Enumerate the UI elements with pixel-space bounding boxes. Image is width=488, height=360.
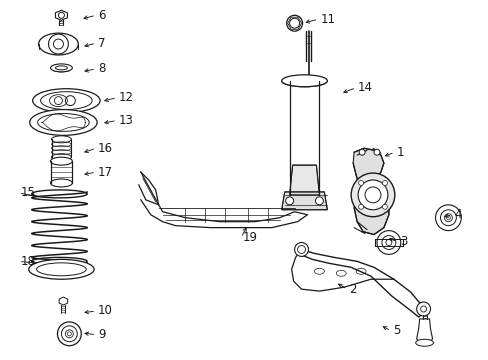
Polygon shape	[55, 10, 67, 20]
Circle shape	[373, 149, 379, 155]
Ellipse shape	[33, 89, 100, 113]
Text: 7: 7	[98, 37, 105, 50]
Text: 1: 1	[396, 146, 404, 159]
Circle shape	[286, 15, 302, 31]
Ellipse shape	[281, 75, 326, 87]
Polygon shape	[352, 148, 388, 235]
Ellipse shape	[29, 260, 94, 279]
Circle shape	[382, 204, 386, 209]
Text: 9: 9	[98, 328, 105, 341]
Circle shape	[382, 180, 386, 185]
Text: 17: 17	[98, 166, 113, 179]
Circle shape	[376, 231, 400, 255]
Ellipse shape	[51, 154, 71, 161]
Text: 8: 8	[98, 62, 105, 75]
Text: 12: 12	[119, 91, 134, 104]
Ellipse shape	[415, 339, 433, 346]
Ellipse shape	[50, 64, 72, 72]
Text: 2: 2	[348, 283, 356, 296]
Circle shape	[57, 322, 81, 346]
Ellipse shape	[50, 179, 72, 187]
Text: 10: 10	[98, 305, 113, 318]
Text: 15: 15	[20, 186, 36, 199]
Ellipse shape	[39, 33, 78, 55]
Text: 6: 6	[98, 9, 105, 22]
Text: 13: 13	[119, 114, 134, 127]
Text: 11: 11	[320, 13, 335, 26]
Circle shape	[435, 205, 460, 231]
Polygon shape	[281, 192, 326, 210]
Ellipse shape	[50, 157, 72, 165]
Text: 3: 3	[399, 235, 407, 248]
Circle shape	[285, 197, 293, 205]
Circle shape	[357, 180, 387, 210]
Circle shape	[358, 149, 365, 155]
Text: 19: 19	[243, 231, 258, 244]
Circle shape	[416, 302, 429, 316]
Polygon shape	[416, 319, 432, 343]
Circle shape	[358, 180, 363, 185]
Text: 16: 16	[98, 142, 113, 155]
Text: 18: 18	[20, 255, 36, 268]
Ellipse shape	[51, 136, 71, 143]
Text: 4: 4	[453, 208, 461, 221]
Ellipse shape	[30, 109, 97, 135]
Text: 5: 5	[392, 324, 399, 337]
Circle shape	[358, 204, 363, 209]
Polygon shape	[289, 165, 319, 195]
Circle shape	[350, 173, 394, 217]
Circle shape	[294, 243, 308, 256]
Circle shape	[315, 197, 323, 205]
Polygon shape	[59, 297, 67, 305]
Text: 14: 14	[357, 81, 372, 94]
